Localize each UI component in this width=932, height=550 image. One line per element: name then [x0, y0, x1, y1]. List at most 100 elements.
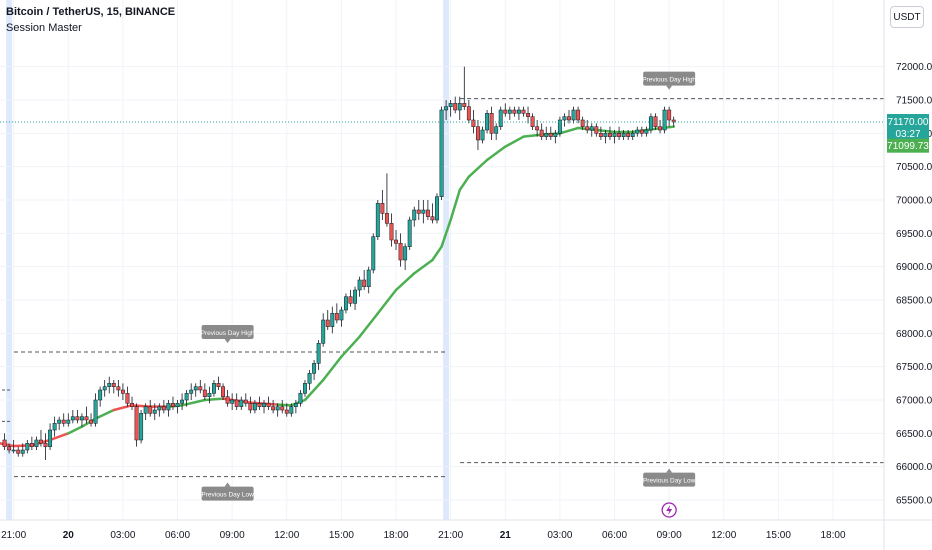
candle: [180, 393, 185, 410]
candle-body: [93, 399, 98, 424]
candle-body: [161, 406, 166, 411]
level-label-box: [201, 486, 254, 501]
candle-body: [175, 403, 180, 407]
ma-segment: [340, 335, 361, 358]
candle: [598, 126, 603, 140]
candle: [280, 400, 285, 414]
level-label-pointer: [224, 482, 231, 487]
candle: [330, 306, 335, 334]
candle: [7, 443, 12, 454]
time-tick-label: 21:00: [1, 530, 26, 541]
ma-segment: [467, 158, 489, 178]
candle: [239, 396, 244, 410]
ma-segment: [276, 403, 293, 407]
candle: [257, 396, 262, 410]
candle: [357, 276, 362, 297]
price-tick-label: 70000.00: [896, 196, 932, 207]
candle: [507, 106, 512, 120]
candle-body: [667, 109, 672, 121]
level-label-pointer: [666, 468, 673, 473]
level-label-text: Previous Day Low: [643, 478, 696, 485]
candle: [334, 303, 339, 324]
ma-segment: [485, 145, 507, 162]
candle-body: [644, 129, 649, 134]
candle-body: [448, 103, 453, 107]
candle: [535, 120, 540, 137]
candle: [589, 123, 594, 137]
candle: [398, 233, 403, 267]
candle: [389, 213, 394, 247]
candle: [52, 416, 57, 437]
candle: [648, 113, 653, 134]
indicator-name[interactable]: Session Master: [6, 22, 82, 34]
candle-body: [403, 246, 408, 261]
candle: [325, 310, 330, 330]
session-bands: [6, 0, 450, 520]
candle-body: [221, 386, 225, 397]
candle-body: [303, 383, 307, 394]
candle: [576, 106, 581, 124]
candle-body: [630, 133, 635, 137]
candle: [662, 106, 667, 134]
ma-segment: [0, 442, 15, 448]
level-label-box: [201, 325, 254, 339]
candle-body: [143, 406, 148, 414]
candle: [603, 130, 608, 144]
candle: [316, 340, 321, 370]
candle-body: [271, 406, 276, 411]
candle: [252, 400, 257, 414]
candle: [384, 173, 389, 227]
candle: [120, 383, 125, 400]
candle-body: [239, 399, 244, 407]
candle: [161, 400, 166, 414]
candle: [480, 126, 485, 144]
ma-segment: [180, 398, 207, 407]
candle-body: [321, 319, 326, 344]
candle-body: [526, 113, 530, 117]
price-tick-label: 66500.00: [896, 429, 932, 440]
candle-body: [503, 109, 508, 114]
candle-body: [79, 416, 84, 421]
candle-body: [66, 419, 71, 424]
candle: [462, 66, 467, 110]
candle-body: [544, 133, 549, 137]
candle-body: [152, 409, 157, 414]
candle: [171, 396, 175, 410]
candle-body: [298, 393, 303, 404]
candle-body: [230, 399, 235, 404]
candle: [435, 193, 439, 224]
candle: [211, 380, 216, 397]
candle-body: [139, 413, 144, 441]
candle: [152, 403, 157, 420]
candle-body: [120, 389, 125, 394]
candle: [79, 413, 84, 427]
currency-button[interactable]: USDT: [890, 6, 924, 28]
session-start-band: [443, 0, 450, 520]
candle: [98, 386, 103, 407]
candle: [284, 403, 289, 417]
level-label: Previous Day High: [201, 325, 255, 343]
symbol-title: Bitcoin / TetherUS, 15, BINANCE: [6, 6, 176, 18]
candle: [61, 413, 66, 427]
ma-segment: [440, 218, 452, 248]
time-tick-label: 09:00: [220, 530, 245, 541]
candle: [362, 270, 367, 290]
level-label-box: [643, 71, 696, 86]
ma-segment: [94, 408, 116, 420]
candle: [207, 386, 212, 404]
time-tick-label: 03:00: [110, 530, 135, 541]
candle: [371, 233, 376, 274]
candle-body: [257, 403, 262, 407]
candle-body: [75, 416, 80, 421]
candle-body: [116, 386, 121, 391]
candle: [125, 386, 130, 407]
candle: [75, 410, 80, 424]
candle: [89, 413, 93, 427]
candle: [630, 130, 635, 140]
candle-body: [398, 243, 403, 261]
time-tick-label: 03:00: [547, 530, 572, 541]
ma-value-badge: [887, 138, 929, 153]
lightning-bolt: [666, 505, 673, 515]
level-label-text: Previous Day Low: [201, 492, 254, 499]
